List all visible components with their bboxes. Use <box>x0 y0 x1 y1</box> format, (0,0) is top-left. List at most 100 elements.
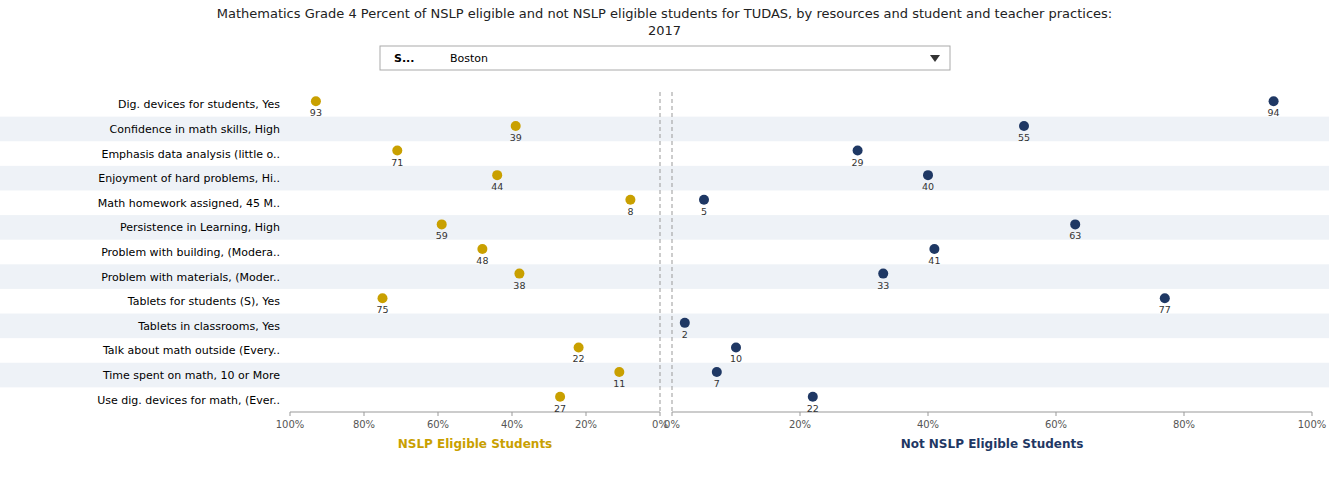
data-label: 38 <box>513 280 525 291</box>
center-line <box>660 92 661 412</box>
selector-label: S... <box>394 52 414 65</box>
data-label: 33 <box>877 280 889 291</box>
dot <box>923 170 933 180</box>
category-labels: Dig. devices for students, Yes Confidence… <box>97 98 280 406</box>
x-tick <box>672 412 673 416</box>
data-label: 75 <box>376 304 388 315</box>
data-label: 94 <box>1268 107 1280 118</box>
row-stripe <box>0 166 1329 191</box>
x-axis-line <box>672 412 1312 413</box>
data-label: 48 <box>476 255 488 266</box>
category-label: Use dig. devices for math, (Ever.. <box>97 394 280 407</box>
x-tick-label: 0% <box>664 419 680 430</box>
dot <box>311 96 321 106</box>
data-label: 59 <box>436 230 448 241</box>
dot <box>808 392 818 402</box>
dot <box>514 269 524 279</box>
category-label: Talk about math outside (Every.. <box>102 344 280 357</box>
x-tick <box>660 412 661 416</box>
dot <box>1019 121 1029 131</box>
x-tick <box>1184 412 1185 416</box>
x-tick <box>800 412 801 416</box>
category-label: Tablets for students (S), Yes <box>127 295 280 308</box>
x-axis-line <box>290 412 660 413</box>
category-label: Dig. devices for students, Yes <box>118 98 280 111</box>
dot <box>731 342 741 352</box>
row-stripes <box>0 117 1329 388</box>
dots <box>680 96 1279 401</box>
x-tick <box>364 412 365 416</box>
dot <box>1070 219 1080 229</box>
row-stripe <box>0 264 1329 289</box>
dot <box>1160 293 1170 303</box>
data-labels: 93397144859483875221127 <box>310 107 634 413</box>
x-tick-label: 20% <box>789 419 811 430</box>
x-tick-label: 80% <box>1173 419 1195 430</box>
category-label: Time spent on math, 10 or More <box>102 369 280 382</box>
data-label: 41 <box>928 255 940 266</box>
x-tick-label: 100% <box>276 419 305 430</box>
x-tick <box>512 412 513 416</box>
data-label: 39 <box>510 132 522 143</box>
data-label: 27 <box>554 403 566 414</box>
x-tick <box>1312 412 1313 416</box>
data-labels: 94552940563413377210722 <box>682 107 1280 413</box>
data-label: 44 <box>491 181 503 192</box>
selector-value: Boston <box>450 52 488 65</box>
category-label: Problem with building, (Modera.. <box>101 246 280 259</box>
selector: S... Boston <box>380 46 950 70</box>
subtitle: 2017 <box>648 23 681 38</box>
x-tick <box>1056 412 1057 416</box>
x-tick-label: 100% <box>1298 419 1327 430</box>
dot <box>555 392 565 402</box>
dot <box>680 318 690 328</box>
data-label: 22 <box>807 403 819 414</box>
x-tick <box>438 412 439 416</box>
dot <box>625 195 635 205</box>
dot <box>712 367 722 377</box>
dot <box>492 170 502 180</box>
data-label: 2 <box>682 329 688 340</box>
dot <box>392 146 402 156</box>
dot <box>378 293 388 303</box>
chart: Mathematics Grade 4 Percent of NSLP elig… <box>0 0 1329 480</box>
data-label: 55 <box>1018 132 1030 143</box>
dot <box>929 244 939 254</box>
dots <box>311 96 636 401</box>
data-label: 40 <box>922 181 934 192</box>
dot <box>511 121 521 131</box>
row-stripe <box>0 314 1329 339</box>
x-tick-label: 40% <box>501 419 523 430</box>
dot <box>878 269 888 279</box>
dot <box>699 195 709 205</box>
data-label: 7 <box>714 378 720 389</box>
row-stripe <box>0 215 1329 240</box>
data-label: 93 <box>310 107 322 118</box>
panel: 100%80%60%40%20%0%NSLP Eligible Students… <box>276 92 668 451</box>
data-label: 63 <box>1069 230 1081 241</box>
dot <box>477 244 487 254</box>
title: Mathematics Grade 4 Percent of NSLP elig… <box>217 6 1112 21</box>
x-tick-label: 60% <box>1045 419 1067 430</box>
panel: 0% 20% 40% 60% 80% 100% Not NSLP Eligible Stud… <box>664 92 1326 451</box>
x-tick <box>586 412 587 416</box>
x-tick-label: 20% <box>575 419 597 430</box>
x-tick <box>290 412 291 416</box>
category-label: Emphasis data analysis (little o.. <box>101 148 280 161</box>
data-label: 71 <box>391 157 403 168</box>
x-tick <box>928 412 929 416</box>
x-axis-label: Not NSLP Eligible Students <box>901 437 1084 451</box>
x-tick-label: 60% <box>427 419 449 430</box>
row-stripe <box>0 363 1329 388</box>
selector-box <box>380 46 950 70</box>
dot <box>574 342 584 352</box>
x-tick-label: 40% <box>917 419 939 430</box>
category-label: Persistence in Learning, High <box>120 221 280 234</box>
dot <box>437 219 447 229</box>
category-label: Problem with materials, (Moder.. <box>101 271 280 284</box>
data-label: 5 <box>701 206 707 217</box>
data-label: 8 <box>627 206 633 217</box>
category-label: Confidence in math skills, High <box>110 123 280 136</box>
category-label: Math homework assigned, 45 M.. <box>98 197 280 210</box>
x-tick-label: 80% <box>353 419 375 430</box>
